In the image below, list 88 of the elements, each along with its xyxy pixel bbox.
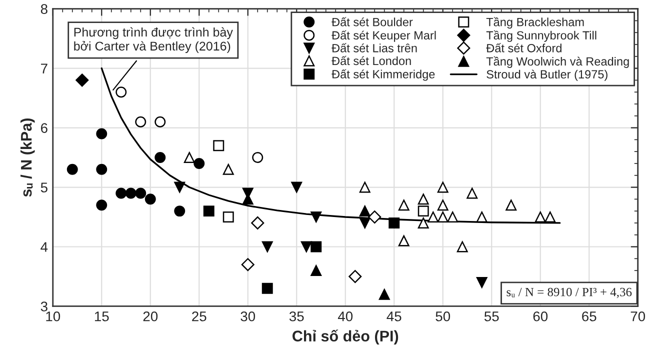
x-tick-label: 40 — [338, 311, 353, 322]
x-tick-label: 55 — [484, 312, 499, 322]
x-tick-label: 15 — [94, 312, 109, 322]
point — [398, 235, 410, 246]
point — [144, 194, 156, 205]
point — [125, 188, 136, 199]
point — [154, 152, 166, 164]
point — [213, 140, 224, 152]
y-tick-label: 6 — [41, 123, 48, 133]
point — [398, 200, 410, 211]
x-axis-title: Chỉ số dẻo (PI) — [292, 330, 398, 345]
annotation: sᵤ / N = 8910 / PI³ + 4,36 — [506, 288, 632, 298]
legend-label: Đất sét Keuper Marl — [332, 30, 436, 42]
point — [466, 188, 478, 199]
point — [437, 212, 448, 222]
x-tick-label: 30 — [240, 311, 256, 322]
point — [359, 182, 370, 193]
point — [544, 212, 556, 222]
point — [388, 217, 400, 228]
point — [359, 217, 370, 228]
point — [476, 276, 488, 288]
point — [418, 194, 429, 205]
point — [418, 217, 429, 228]
point — [174, 206, 186, 217]
point — [203, 206, 214, 217]
annotation: Phương trình được trình bày bởi Carter và Bentley (2016) — [74, 27, 233, 54]
y-tick-label: 5 — [40, 182, 48, 192]
point — [116, 86, 127, 98]
point — [378, 288, 390, 300]
point — [222, 164, 234, 175]
legend-label: Đất sét London — [332, 56, 411, 66]
point — [251, 216, 264, 230]
point — [310, 212, 322, 222]
x-tick-label: 70 — [630, 311, 646, 322]
point — [428, 212, 439, 222]
legend-label: Stroud và Butler (1975) — [486, 70, 608, 81]
point — [447, 212, 458, 222]
point — [456, 241, 468, 252]
x-tick-label: 10 — [46, 311, 60, 322]
x-tick-label: 45 — [386, 312, 402, 322]
x-tick-label: 20 — [143, 311, 158, 322]
x-tick-label: 65 — [582, 311, 596, 322]
point — [262, 241, 273, 252]
point — [310, 265, 322, 276]
point — [506, 200, 517, 211]
point — [534, 212, 546, 222]
point — [96, 128, 108, 140]
legend-label: Tầng Woolwich và Reading — [486, 56, 629, 68]
point — [437, 182, 448, 193]
point — [76, 74, 89, 87]
point — [135, 188, 146, 199]
legend-label: Đất sét Oxford — [486, 43, 562, 52]
y-tick-label: 7 — [41, 64, 48, 74]
point — [194, 158, 205, 169]
y-tick-label: 8 — [40, 4, 48, 14]
point — [262, 282, 273, 294]
point — [348, 270, 362, 284]
point — [359, 206, 370, 217]
point — [291, 182, 302, 193]
point — [368, 210, 382, 224]
point — [154, 116, 166, 128]
legend-label: Tầng Sunnybrook Till — [486, 30, 596, 42]
point — [300, 241, 312, 252]
point — [310, 241, 322, 252]
point — [66, 164, 78, 175]
y-tick-label: 3 — [40, 302, 48, 312]
y-tick-label: 4 — [40, 242, 48, 252]
point — [116, 188, 127, 199]
legend-label: Đất sét Lias trên — [332, 43, 417, 52]
point — [135, 116, 146, 128]
legend-label: Tầng Bracklesham — [486, 17, 584, 29]
point — [418, 206, 429, 217]
point — [96, 200, 108, 211]
x-tick-label: 60 — [533, 311, 548, 322]
legend-label: Đất sét Kimmeridge — [332, 69, 435, 81]
x-tick-label: 50 — [436, 311, 450, 322]
point — [476, 212, 488, 222]
point — [252, 152, 264, 164]
legend-label: Đất sét Boulder — [332, 17, 413, 26]
point — [222, 212, 234, 222]
point — [96, 164, 108, 175]
x-tick-label: 35 — [289, 311, 304, 322]
point — [437, 200, 448, 211]
point — [184, 152, 195, 164]
point — [241, 258, 254, 272]
point — [174, 182, 186, 193]
x-tick-label: 25 — [192, 311, 206, 322]
y-axis-title: sᵤ / N (kPa) — [20, 118, 35, 197]
